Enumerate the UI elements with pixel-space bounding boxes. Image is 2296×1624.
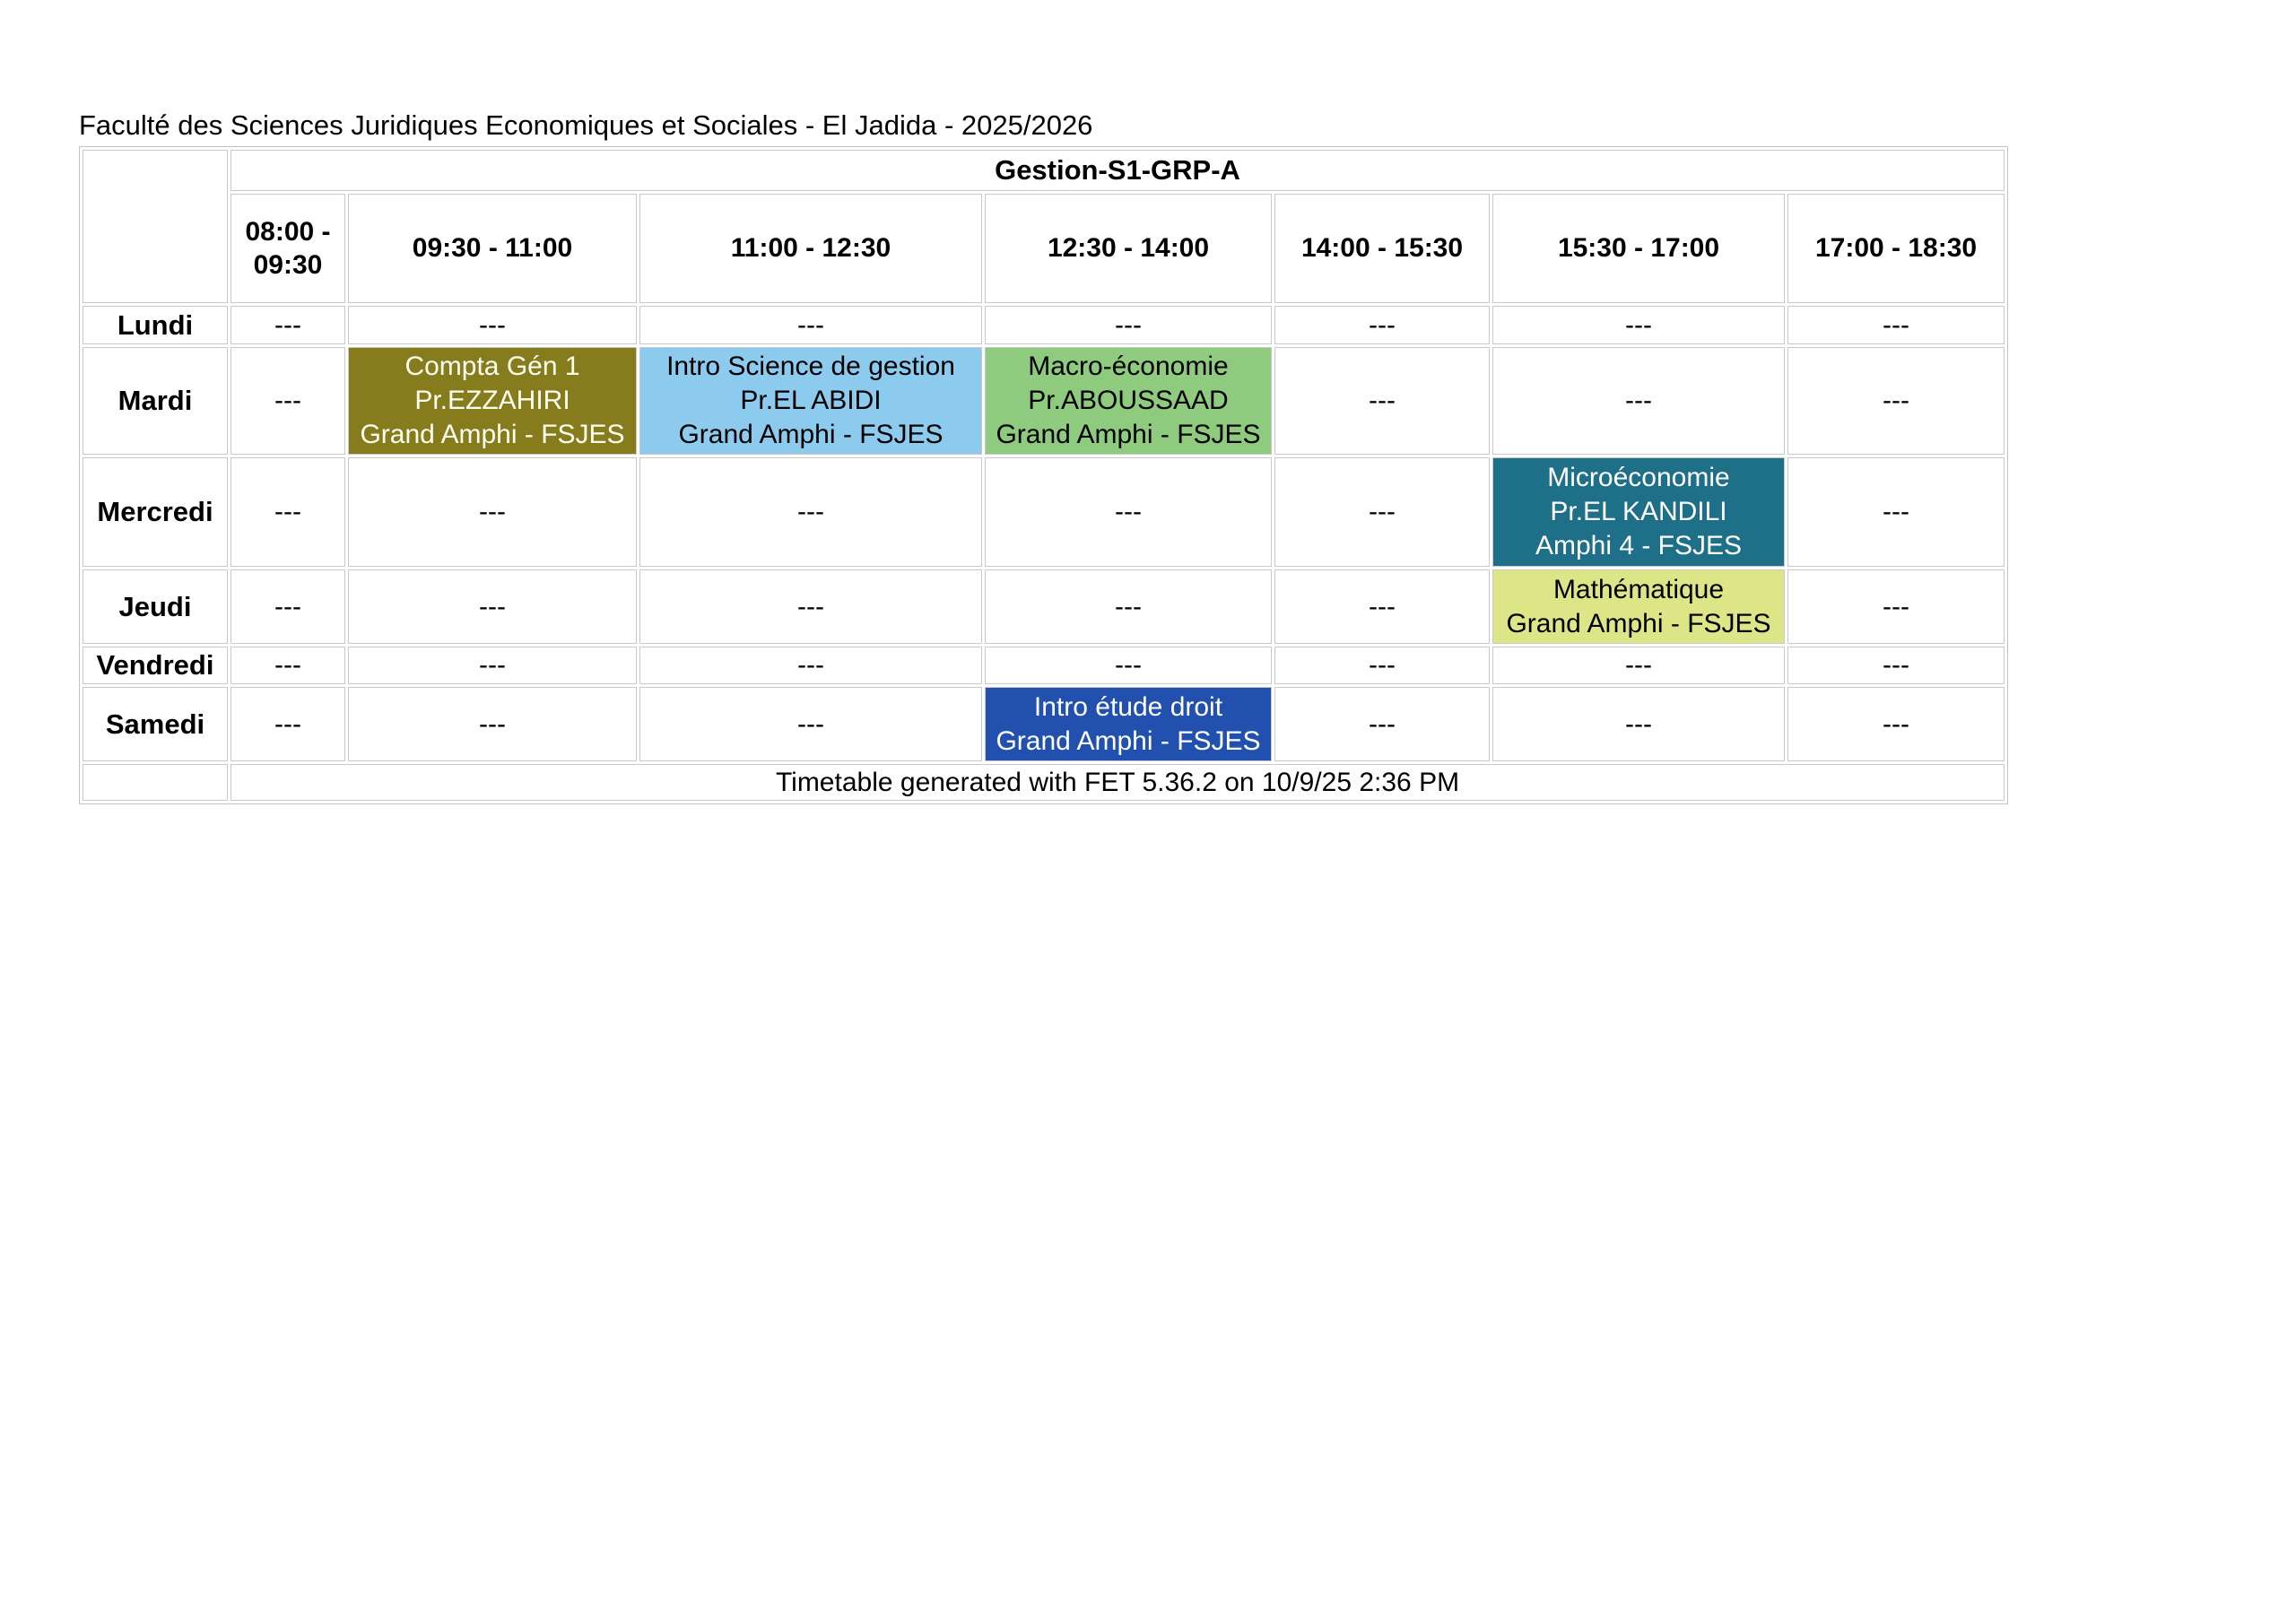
empty-slot: --- xyxy=(1274,647,1490,684)
day-label-jeudi: Jeudi xyxy=(83,569,228,644)
empty-slot: --- xyxy=(230,306,345,344)
day-label-samedi: Samedi xyxy=(83,687,228,761)
day-label-lundi: Lundi xyxy=(83,306,228,344)
activity-teacher: Pr.EL ABIDI xyxy=(740,386,882,415)
activity-teacher: Pr.ABOUSSAAD xyxy=(1028,386,1229,415)
activity-cell-mathematique: Mathématique Grand Amphi - FSJES xyxy=(1492,569,1785,644)
empty-slot: --- xyxy=(1492,347,1785,455)
day-label-vendredi: Vendredi xyxy=(83,647,228,684)
empty-slot: --- xyxy=(348,647,637,684)
activity-room: Grand Amphi - FSJES xyxy=(996,725,1261,756)
activity-subject: Macro-économie xyxy=(1028,352,1229,381)
time-slot-header-5: 15:30 - 17:00 xyxy=(1492,194,1785,303)
activity-room: Amphi 4 - FSJES xyxy=(1535,531,1743,560)
empty-slot: --- xyxy=(1274,569,1490,644)
empty-slot: --- xyxy=(1787,687,2005,761)
activity-room: Grand Amphi - FSJES xyxy=(360,420,625,449)
empty-slot: --- xyxy=(985,569,1272,644)
activity-subject: Intro étude droit xyxy=(1033,691,1223,722)
activity-room: Grand Amphi - FSJES xyxy=(678,420,944,449)
group-title: Gestion-S1-GRP-A xyxy=(230,150,2005,191)
activity-cell-intro-science-de-gestion: Intro Science de gestion Pr.EL ABIDI Gra… xyxy=(639,347,982,455)
activity-room: Grand Amphi - FSJES xyxy=(1506,608,1771,638)
activity-subject: Mathématique xyxy=(1552,574,1725,604)
activity-subject: Compta Gén 1 xyxy=(404,352,580,381)
empty-slot: --- xyxy=(639,306,982,344)
activity-cell-intro-etude-droit: Intro étude droit Grand Amphi - FSJES xyxy=(985,687,1272,761)
corner-cell xyxy=(83,764,228,801)
empty-slot: --- xyxy=(1274,347,1490,455)
empty-slot: --- xyxy=(1787,306,2005,344)
empty-slot: --- xyxy=(639,457,982,567)
empty-slot: --- xyxy=(348,457,637,567)
empty-slot: --- xyxy=(985,306,1272,344)
time-slot-header-4: 14:00 - 15:30 xyxy=(1274,194,1490,303)
empty-slot: --- xyxy=(1492,647,1785,684)
empty-slot: --- xyxy=(985,457,1272,567)
activity-teacher: Pr.EZZAHIRI xyxy=(414,386,570,415)
activity-teacher: Pr.EL KANDILI xyxy=(1550,497,1727,526)
empty-slot: --- xyxy=(348,687,637,761)
day-label-mardi: Mardi xyxy=(83,347,228,455)
empty-slot: --- xyxy=(230,347,345,455)
page-title: Faculté des Sciences Juridiques Economiq… xyxy=(79,109,1093,141)
empty-slot: --- xyxy=(1492,306,1785,344)
empty-slot: --- xyxy=(230,687,345,761)
empty-slot: --- xyxy=(1274,306,1490,344)
corner-cell xyxy=(83,150,228,303)
activity-subject: Intro Science de gestion xyxy=(666,352,955,381)
empty-slot: --- xyxy=(1787,347,2005,455)
empty-slot: --- xyxy=(1274,687,1490,761)
activity-cell-compta-gen-1: Compta Gén 1 Pr.EZZAHIRI Grand Amphi - F… xyxy=(348,347,637,455)
empty-slot: --- xyxy=(230,647,345,684)
empty-slot: --- xyxy=(230,569,345,644)
time-slot-header-1: 09:30 - 11:00 xyxy=(348,194,637,303)
empty-slot: --- xyxy=(1787,457,2005,567)
empty-slot: --- xyxy=(348,306,637,344)
activity-subject: Microéconomie xyxy=(1547,463,1730,492)
activity-room: Grand Amphi - FSJES xyxy=(996,420,1261,449)
day-label-mercredi: Mercredi xyxy=(83,457,228,567)
empty-slot: --- xyxy=(1492,687,1785,761)
empty-slot: --- xyxy=(1787,569,2005,644)
time-slot-header-3: 12:30 - 14:00 xyxy=(985,194,1272,303)
empty-slot: --- xyxy=(985,647,1272,684)
empty-slot: --- xyxy=(639,687,982,761)
time-slot-header-6: 17:00 - 18:30 xyxy=(1787,194,2005,303)
activity-cell-macro-economie: Macro-économie Pr.ABOUSSAAD Grand Amphi … xyxy=(985,347,1272,455)
empty-slot: --- xyxy=(348,569,637,644)
time-slot-header-0: 08:00 - 09:30 xyxy=(230,194,345,303)
empty-slot: --- xyxy=(1274,457,1490,567)
empty-slot: --- xyxy=(1787,647,2005,684)
generator-note: Timetable generated with FET 5.36.2 on 1… xyxy=(230,764,2005,801)
empty-slot: --- xyxy=(639,647,982,684)
activity-cell-microeconomie: Microéconomie Pr.EL KANDILI Amphi 4 - FS… xyxy=(1492,457,1785,567)
timetable-table: Gestion-S1-GRP-A 08:00 - 09:30 09:30 - 1… xyxy=(79,146,2009,804)
time-slot-header-2: 11:00 - 12:30 xyxy=(639,194,982,303)
empty-slot: --- xyxy=(639,569,982,644)
empty-slot: --- xyxy=(230,457,345,567)
